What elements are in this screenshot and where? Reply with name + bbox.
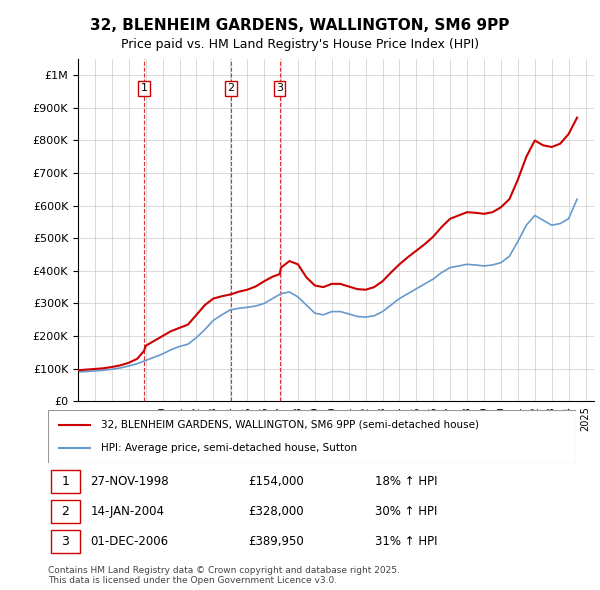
Text: £389,950: £389,950 [248,535,304,548]
Text: 3: 3 [276,83,283,93]
FancyBboxPatch shape [50,500,80,523]
Text: 2: 2 [61,505,70,518]
Text: 18% ↑ HPI: 18% ↑ HPI [376,475,438,488]
Text: 1: 1 [140,83,148,93]
Text: Price paid vs. HM Land Registry's House Price Index (HPI): Price paid vs. HM Land Registry's House … [121,38,479,51]
Text: 3: 3 [61,535,70,548]
Text: 31% ↑ HPI: 31% ↑ HPI [376,535,438,548]
Text: Contains HM Land Registry data © Crown copyright and database right 2025.
This d: Contains HM Land Registry data © Crown c… [48,566,400,585]
Text: 01-DEC-2006: 01-DEC-2006 [90,535,169,548]
Text: £328,000: £328,000 [248,505,304,518]
Text: 2: 2 [227,83,235,93]
FancyBboxPatch shape [48,410,576,463]
Text: 32, BLENHEIM GARDENS, WALLINGTON, SM6 9PP: 32, BLENHEIM GARDENS, WALLINGTON, SM6 9P… [91,18,509,32]
Text: HPI: Average price, semi-detached house, Sutton: HPI: Average price, semi-detached house,… [101,443,357,453]
FancyBboxPatch shape [50,530,80,553]
Text: 27-NOV-1998: 27-NOV-1998 [90,475,169,488]
Text: 30% ↑ HPI: 30% ↑ HPI [376,505,438,518]
Text: 32, BLENHEIM GARDENS, WALLINGTON, SM6 9PP (semi-detached house): 32, BLENHEIM GARDENS, WALLINGTON, SM6 9P… [101,420,479,430]
Text: £154,000: £154,000 [248,475,304,488]
Text: 14-JAN-2004: 14-JAN-2004 [90,505,164,518]
Text: 1: 1 [61,475,70,488]
FancyBboxPatch shape [50,470,80,493]
